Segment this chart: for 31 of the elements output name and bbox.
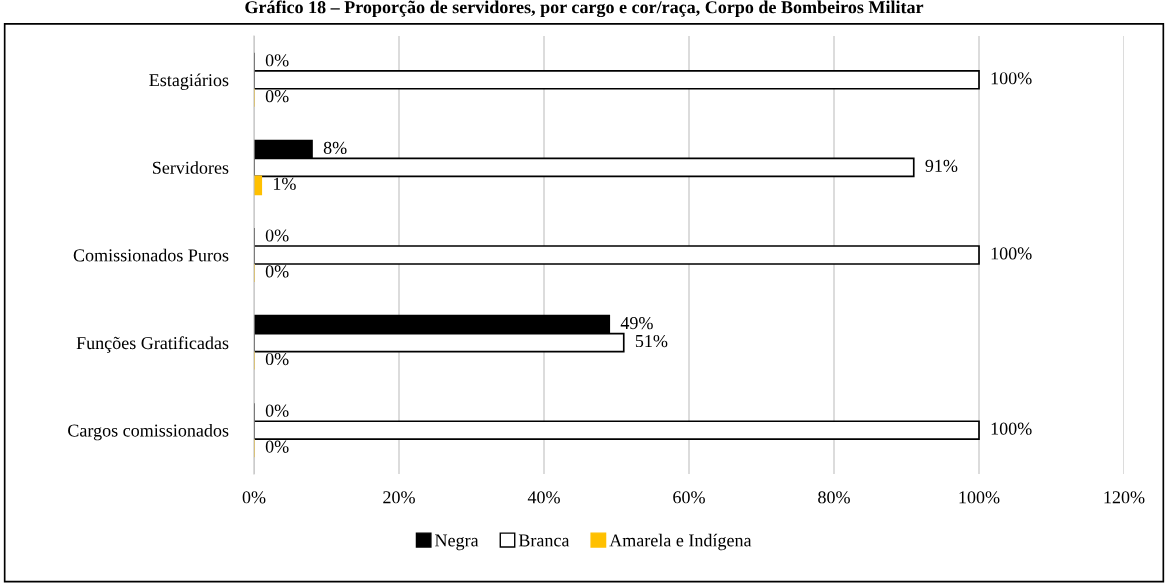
data-label: 0%: [265, 90, 289, 103]
x-tick-label: 20%: [383, 491, 415, 504]
y-tick-label: Comissionados Puros: [73, 248, 229, 262]
data-label: 0%: [265, 265, 289, 278]
data-label: 100%: [991, 247, 1032, 260]
chart-title: Gráfico 18 – Proporção de servidores, por cargo e cor/raça, Corpo de Bombeiros Militar: [245, 0, 924, 18]
data-label: 0%: [265, 404, 289, 417]
data-label: 91%: [925, 159, 958, 172]
x-tick-label: 120%: [1104, 491, 1145, 504]
y-tick-label: Cargos comissionados: [68, 423, 229, 441]
data-label: 100%: [991, 422, 1032, 435]
legend-label: Branca: [518, 534, 570, 547]
legend-label: Amarela e Indígena: [609, 533, 752, 551]
x-tick-label: 60%: [673, 491, 705, 504]
x-tick-label: 40%: [527, 491, 560, 504]
data-label: 0%: [265, 440, 289, 453]
data-label: 1%: [273, 177, 296, 190]
legend-label: Negra: [435, 534, 479, 551]
data-label: 0%: [265, 229, 289, 242]
y-tick-label: Estagiários: [149, 73, 229, 90]
y-tick-label: Funções Gratificadas: [76, 336, 229, 353]
data-label: 51%: [635, 334, 668, 348]
data-label: 49%: [620, 316, 653, 330]
data-label: 8%: [323, 141, 347, 155]
x-tick-label: 100%: [959, 491, 1000, 504]
data-label: 0%: [265, 352, 289, 366]
data-label: 100%: [991, 72, 1032, 85]
x-tick-label: 0%: [242, 491, 266, 504]
y-tick-label: Servidores: [152, 161, 229, 174]
data-label: 0%: [265, 54, 289, 67]
x-tick-label: 80%: [818, 491, 850, 504]
